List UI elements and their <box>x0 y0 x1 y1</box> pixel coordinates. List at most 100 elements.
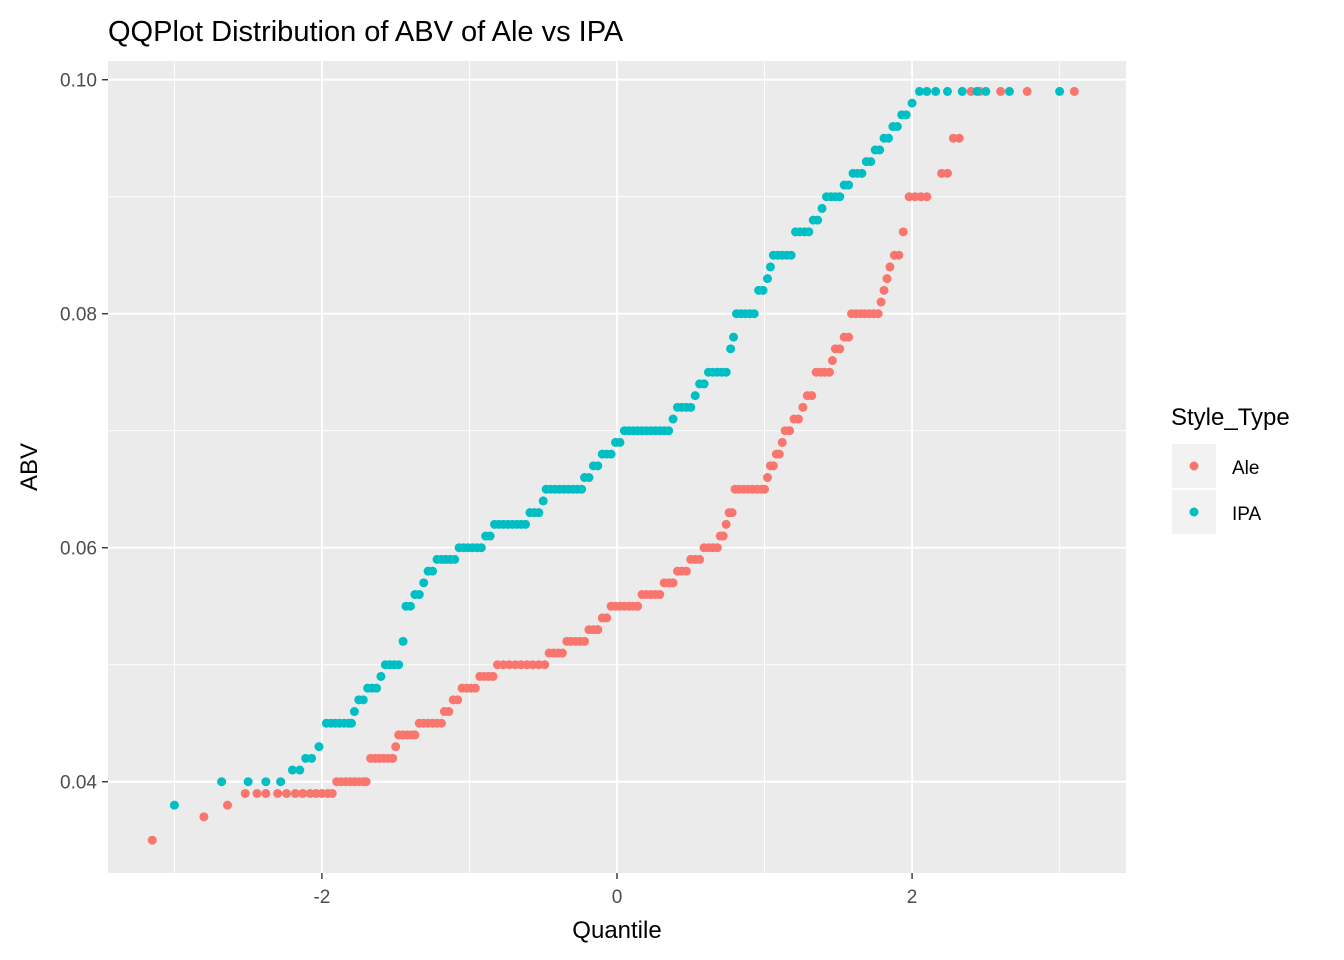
point-ale <box>996 86 1006 96</box>
point-ipa <box>606 449 616 459</box>
point-ipa <box>914 86 924 96</box>
point-ipa <box>534 508 544 518</box>
point-ale <box>835 344 845 354</box>
point-ale <box>557 648 567 658</box>
point-ipa <box>942 86 952 96</box>
point-ale <box>391 742 401 752</box>
point-ipa <box>398 636 408 646</box>
legend: Style_Type Ale IPA <box>1171 404 1290 534</box>
point-ale <box>695 554 705 564</box>
point-ipa <box>476 543 486 553</box>
point-ipa <box>276 777 286 787</box>
point-ipa <box>584 473 594 483</box>
point-ipa <box>907 98 917 108</box>
y-axis-title: ABV <box>16 443 43 491</box>
point-ipa <box>922 86 932 96</box>
point-ale <box>580 636 590 646</box>
point-ale <box>453 695 463 705</box>
point-ale <box>540 660 550 670</box>
point-ipa <box>261 777 271 787</box>
point-ipa <box>314 742 324 752</box>
point-ipa <box>372 683 382 693</box>
point-ale <box>327 788 337 798</box>
point-ale <box>721 519 731 529</box>
point-ale <box>824 367 834 377</box>
point-ipa <box>931 86 941 96</box>
point-ipa <box>1004 86 1014 96</box>
point-ale <box>718 531 728 541</box>
point-ipa <box>668 414 678 424</box>
point-ipa <box>1055 86 1065 96</box>
point-ipa <box>169 800 179 810</box>
point-ale <box>361 777 371 787</box>
point-ale <box>470 683 480 693</box>
point-ipa <box>857 168 867 178</box>
x-tick-label: 2 <box>907 887 918 908</box>
point-ale <box>602 613 612 623</box>
point-ale <box>798 402 808 412</box>
point-ipa <box>419 578 429 588</box>
point-ale <box>873 309 883 319</box>
point-ale <box>777 437 787 447</box>
point-ipa <box>243 777 253 787</box>
point-ale <box>223 800 233 810</box>
point-ale <box>410 730 420 740</box>
y-tick-label: 0.04 <box>60 773 97 794</box>
point-ale <box>793 414 803 424</box>
point-ipa <box>762 274 772 284</box>
point-ipa <box>414 590 424 600</box>
point-ipa <box>726 344 736 354</box>
point-ipa <box>883 133 893 143</box>
point-ipa <box>765 262 775 272</box>
x-tick-label: 0 <box>612 887 623 908</box>
point-ipa <box>729 332 739 342</box>
point-ale <box>885 262 895 272</box>
point-ipa <box>758 285 768 295</box>
legend-label-ipa: IPA <box>1232 504 1262 525</box>
point-ipa <box>786 250 796 260</box>
chart-title: QQPlot Distribution of ABV of Ale vs IPA <box>108 16 624 48</box>
point-ale <box>488 671 498 681</box>
point-ipa <box>664 426 674 436</box>
legend-marker-ale <box>1189 461 1199 471</box>
point-ale <box>807 391 817 401</box>
point-ale <box>290 788 300 798</box>
point-ale <box>282 788 292 798</box>
point-ale <box>785 426 795 436</box>
point-ale <box>261 788 271 798</box>
point-ipa <box>817 203 827 213</box>
y-axis-ticks: 0.04 0.06 0.08 0.10 <box>60 71 108 794</box>
point-ipa <box>577 484 587 494</box>
point-ipa <box>394 660 404 670</box>
point-ale <box>827 356 837 366</box>
point-ipa <box>349 707 359 717</box>
point-ale <box>774 449 784 459</box>
point-ale <box>898 227 908 237</box>
point-ipa <box>217 777 227 787</box>
point-ipa <box>749 309 759 319</box>
point-ipa <box>346 718 356 728</box>
point-ale <box>668 578 678 588</box>
point-ipa <box>835 192 845 202</box>
point-ale <box>876 297 886 307</box>
point-ale <box>147 835 157 845</box>
point-ale <box>894 250 904 260</box>
point-ale <box>768 461 778 471</box>
x-axis-title: Quantile <box>572 917 661 944</box>
y-tick-label: 0.06 <box>60 539 97 560</box>
point-ipa <box>428 566 438 576</box>
point-ipa <box>538 496 548 506</box>
point-ipa <box>901 110 911 120</box>
point-ale <box>879 285 889 295</box>
point-ale <box>593 625 603 635</box>
data-points <box>147 86 1079 845</box>
legend-marker-ipa <box>1189 507 1199 517</box>
point-ipa <box>615 437 625 447</box>
point-ipa <box>485 531 495 541</box>
point-ale <box>681 566 691 576</box>
point-ale <box>760 484 770 494</box>
point-ipa <box>405 601 415 611</box>
point-ale <box>882 274 892 284</box>
